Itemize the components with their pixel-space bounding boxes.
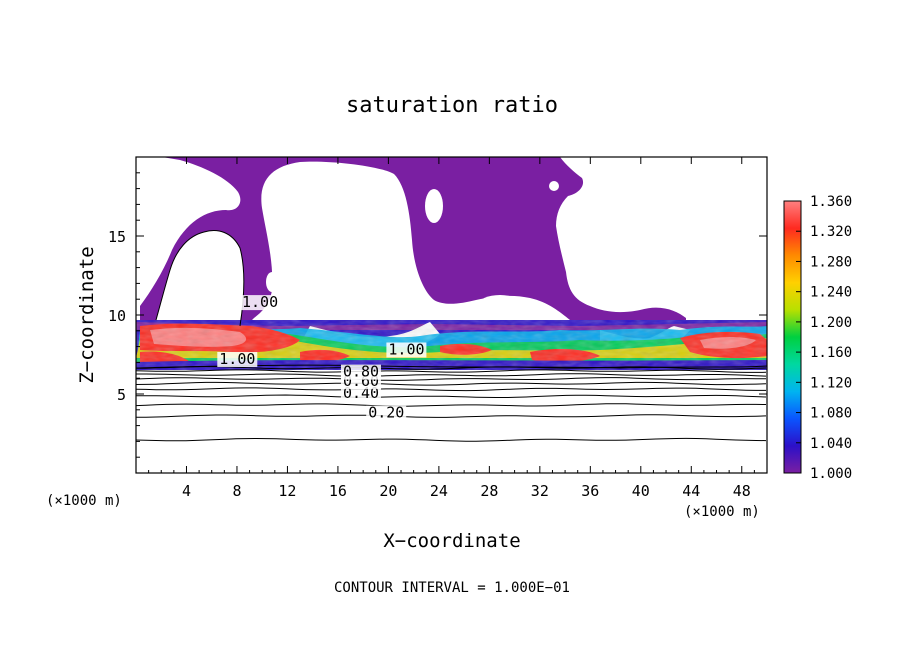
contour-label-bg — [340, 385, 381, 401]
contour-line — [136, 414, 767, 418]
colorbar-tick-label: 1.120 — [810, 375, 852, 391]
contour-1-00-outline — [155, 230, 245, 327]
colorbar-tick-label: 1.160 — [810, 345, 852, 361]
x-axis: 4 8 12 16 20 24 28 32 36 40 44 48 — [148, 157, 755, 500]
colorbar-tick-label: 1.200 — [810, 315, 852, 331]
contour-line — [136, 381, 767, 386]
contour-label-bg — [340, 364, 381, 380]
x-axis-label: X−coordinate — [383, 530, 520, 552]
x-tick-label: 24 — [430, 482, 448, 500]
contour-label: 1.00 — [219, 350, 255, 368]
x-tick-label: 48 — [733, 482, 751, 500]
colorbar-tick-label: 1.040 — [810, 436, 852, 452]
hole-4 — [478, 295, 522, 315]
saturation-field — [136, 157, 767, 473]
contour-line — [136, 403, 767, 407]
contour-label: 1.00 — [242, 293, 278, 311]
x-tick-label: 28 — [480, 482, 498, 500]
colorbar-tick-label: 1.240 — [810, 285, 852, 301]
contour-line — [136, 437, 767, 442]
supersaturated-region-upper — [140, 157, 686, 326]
contour-label-bg — [240, 295, 281, 311]
hole-2 — [549, 181, 559, 191]
x-tick-label: 8 — [232, 482, 241, 500]
x-tick-label: 12 — [278, 482, 296, 500]
contour-line — [136, 373, 767, 377]
colorbar-tick-label: 1.360 — [810, 194, 852, 210]
contour-line — [136, 369, 767, 373]
contour-label-bg — [386, 342, 427, 358]
y-axis-label: Z−coordinate — [76, 246, 98, 383]
contour-line — [136, 377, 767, 381]
contour-labels: 0.200.400.600.801.001.001.00 — [217, 293, 427, 422]
x-tick-label: 44 — [682, 482, 700, 500]
y-tick-label: 10 — [108, 307, 126, 325]
y-tick-label: 5 — [117, 386, 126, 404]
x-tick-label: 32 — [531, 482, 549, 500]
y-tick-label: 15 — [108, 228, 126, 246]
colorbar-tick-label: 1.000 — [810, 466, 852, 482]
colorbar-ticks: 1.360 1.320 1.280 1.240 1.200 1.160 1.120 1.080… — [796, 194, 852, 482]
colorbar-tick-label: 1.320 — [810, 224, 852, 240]
hole-3 — [266, 272, 278, 292]
contour-label: 0.20 — [368, 404, 404, 422]
x-tick-label: 16 — [329, 482, 347, 500]
colorbar — [783, 200, 802, 474]
contour-label-bg — [217, 351, 258, 367]
contour-lines — [136, 366, 767, 442]
y-axis: 5 10 15 — [108, 172, 767, 458]
contour-label-bg — [366, 405, 407, 421]
subsaturated-region — [136, 370, 767, 473]
contour-label: 1.00 — [388, 341, 424, 359]
x-tick-label: 40 — [632, 482, 650, 500]
x-unit-label: (×1000 m) — [684, 504, 760, 520]
contour-interval-note: CONTOUR INTERVAL = 1.000E−01 — [334, 580, 570, 596]
x-tick-label: 4 — [182, 482, 191, 500]
colorbar-tick-label: 1.280 — [810, 254, 852, 270]
contour-label: 0.80 — [343, 363, 379, 381]
x-tick-label: 20 — [379, 482, 397, 500]
x-tick-label: 36 — [581, 482, 599, 500]
contour-line — [136, 394, 767, 398]
y-unit-label: (×1000 m) — [46, 493, 122, 509]
hole-1 — [425, 189, 443, 223]
contour-line — [136, 387, 766, 392]
chart-title: saturation ratio — [346, 93, 558, 118]
colorbar-tick-label: 1.080 — [810, 406, 852, 422]
